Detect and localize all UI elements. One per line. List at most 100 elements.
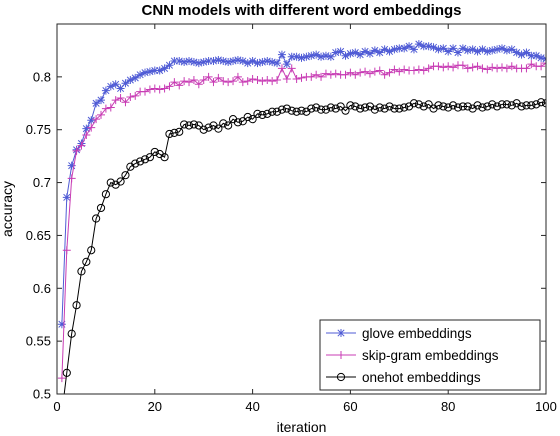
data-point	[375, 48, 384, 57]
data-point	[312, 103, 321, 112]
data-point	[292, 52, 301, 61]
data-point	[331, 69, 340, 78]
data-point	[434, 45, 443, 54]
series-line-0	[61, 43, 546, 325]
data-point	[316, 105, 326, 114]
data-point	[57, 374, 66, 383]
data-point	[238, 57, 247, 65]
data-point	[243, 77, 252, 86]
data-point	[297, 73, 306, 82]
data-point	[150, 84, 159, 93]
data-point	[189, 76, 198, 85]
data-point	[360, 103, 370, 112]
data-point	[434, 101, 443, 110]
data-point	[209, 57, 218, 65]
data-point	[400, 103, 409, 112]
data-point	[282, 60, 291, 69]
data-point	[101, 104, 110, 113]
data-point	[439, 102, 448, 111]
data-point	[326, 70, 335, 79]
data-point	[277, 105, 287, 114]
data-point	[185, 57, 194, 65]
data-point	[101, 190, 111, 199]
data-point	[395, 67, 404, 76]
x-axis-label: iteration	[277, 419, 327, 435]
data-point	[444, 47, 453, 56]
data-point	[361, 67, 370, 76]
data-point	[170, 78, 179, 87]
data-point	[380, 104, 389, 113]
data-point	[336, 102, 345, 111]
data-point	[214, 124, 223, 133]
data-point	[287, 64, 296, 73]
x-tick-label: 100	[535, 399, 557, 414]
data-point	[87, 116, 96, 125]
data-point	[385, 68, 394, 77]
x-tick-label: 80	[441, 399, 455, 414]
y-tick-label: 0.7	[33, 175, 51, 190]
y-tick-label: 0.6	[33, 281, 51, 296]
data-point	[346, 68, 355, 77]
data-point	[307, 72, 316, 81]
data-point	[292, 107, 301, 116]
data-point	[297, 106, 306, 115]
data-point	[385, 102, 394, 111]
data-point	[175, 57, 184, 65]
data-point	[184, 121, 194, 130]
legend-marker	[337, 351, 345, 359]
data-point	[141, 68, 150, 77]
data-point	[111, 80, 120, 89]
data-point	[272, 107, 282, 116]
data-point	[473, 47, 482, 56]
data-point	[92, 115, 101, 124]
data-point	[331, 48, 340, 57]
data-point	[273, 59, 282, 68]
data-point	[116, 94, 125, 102]
data-point	[199, 125, 208, 134]
data-point	[424, 64, 433, 73]
data-point	[96, 203, 106, 213]
data-point	[370, 105, 379, 114]
data-point	[126, 76, 135, 85]
series-line-2	[63, 101, 546, 394]
data-point	[175, 127, 184, 136]
data-point	[317, 72, 326, 81]
data-point	[140, 155, 150, 164]
data-point	[72, 146, 81, 155]
x-tick-label: 0	[53, 399, 60, 414]
data-point	[145, 85, 154, 94]
data-point	[165, 129, 174, 139]
legend-label: onehot embeddings	[362, 370, 481, 385]
data-point	[380, 45, 389, 54]
data-point	[121, 79, 130, 88]
data-point	[370, 46, 379, 55]
y-tick-label: 0.8	[33, 69, 51, 84]
data-point	[473, 62, 482, 71]
data-point	[317, 52, 326, 61]
data-point	[449, 44, 458, 53]
data-point	[351, 102, 360, 111]
data-point	[419, 102, 428, 111]
data-point	[468, 45, 477, 54]
data-point	[165, 82, 174, 91]
data-point	[488, 100, 497, 109]
data-point	[199, 58, 208, 67]
data-point	[483, 102, 492, 111]
data-point	[131, 91, 140, 100]
data-point	[155, 66, 164, 75]
data-point	[199, 76, 208, 85]
data-point	[453, 48, 462, 57]
data-point	[390, 104, 399, 113]
data-point	[106, 178, 115, 187]
data-point	[493, 64, 502, 73]
data-point	[527, 51, 536, 60]
data-point	[204, 123, 213, 132]
data-point	[414, 40, 423, 49]
data-point	[214, 73, 223, 82]
data-point	[356, 68, 365, 77]
data-point	[258, 58, 267, 67]
data-point	[62, 368, 71, 377]
data-point	[150, 147, 159, 157]
data-point	[253, 76, 262, 85]
